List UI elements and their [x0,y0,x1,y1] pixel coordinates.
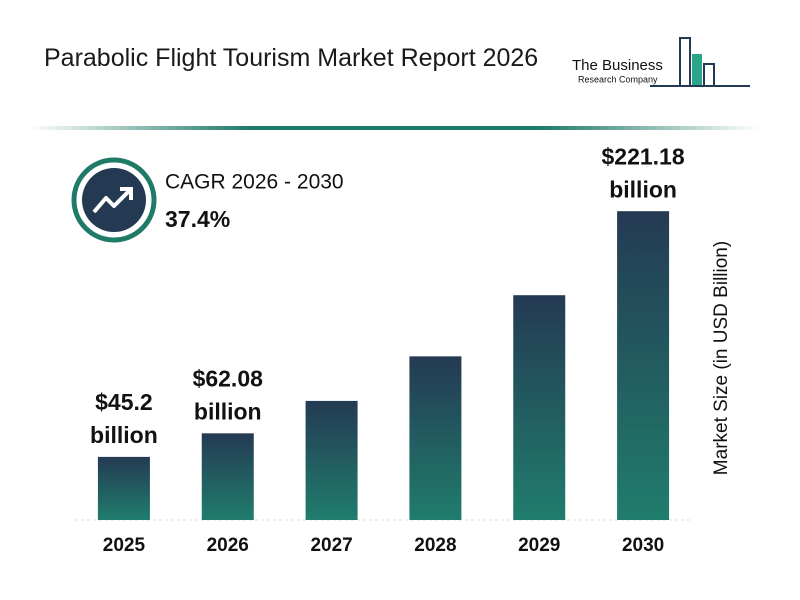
separator [30,126,760,130]
cagr-label: CAGR 2026 - 2030 [165,171,344,194]
value-label: billion [90,422,158,448]
x-tick-label: 2028 [414,535,456,556]
value-label: $62.08 [193,365,264,391]
logo: The Business Research Company [572,37,750,87]
bar [409,356,462,520]
y-axis-label: Market Size (in USD Billion) [711,241,732,475]
chart-title: Parabolic Flight Tourism Market Report 2… [44,44,539,72]
logo-subtext: Research Company [578,74,658,84]
value-label: $221.18 [602,143,685,169]
x-tick-label: 2027 [310,535,352,556]
x-tick-label: 2025 [103,535,146,556]
x-tick-label: 2029 [518,535,560,556]
cagr-badge: CAGR 2026 - 2030 37.4% [71,157,344,243]
value-label: billion [609,176,677,202]
bar [97,456,150,520]
cagr-value: 37.4% [165,206,230,232]
bar [617,211,670,520]
bar [305,400,358,520]
logo-text: The Business [572,57,663,74]
bar [513,295,566,520]
x-tick-label: 2026 [207,535,249,556]
value-label: billion [194,398,262,424]
value-label: $45.2 [95,389,153,415]
x-tick-label: 2030 [622,535,664,556]
bar [201,433,254,520]
